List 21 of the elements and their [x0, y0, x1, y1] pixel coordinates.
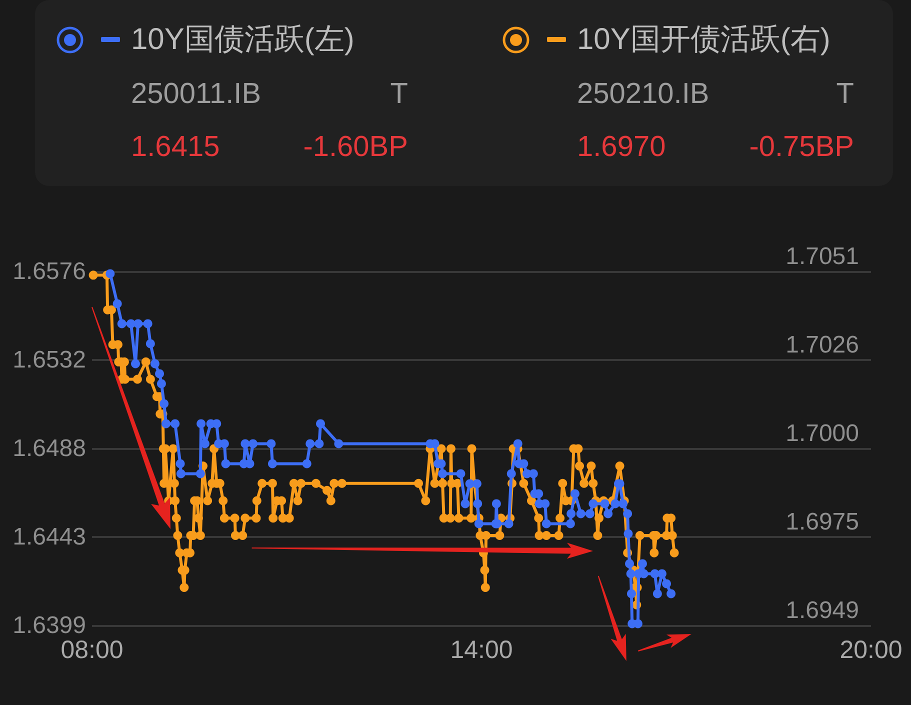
text: 1.6415	[131, 131, 220, 163]
legend-label: 10Y国债活跃(左)	[131, 23, 354, 56]
text: 250210.IB	[577, 78, 710, 110]
text: 250011.IB	[131, 78, 262, 110]
y2-tick-label: 1.6949	[786, 597, 859, 624]
y-tick-label: 1.6576	[12, 258, 86, 286]
y-tick-label: 1.6443	[12, 524, 86, 551]
text: T	[836, 78, 854, 110]
text: 1.6970	[577, 131, 666, 163]
y2-tick-label: 1.6975	[786, 508, 859, 536]
text: -0.75BP	[749, 131, 854, 163]
y-tick-label: 1.6488	[12, 435, 86, 462]
text: T	[390, 78, 408, 110]
legend-label: 10Y国开债活跃(右)	[577, 23, 830, 56]
text: -1.60BP	[303, 131, 408, 163]
y2-tick-label: 1.7051	[786, 243, 859, 270]
x-tick-label: 14:00	[450, 636, 513, 664]
y2-tick-label: 1.7026	[786, 332, 859, 359]
y-tick-label: 1.6532	[12, 346, 86, 374]
x-tick-label: 20:00	[840, 636, 902, 664]
y2-tick-label: 1.7000	[786, 420, 859, 448]
